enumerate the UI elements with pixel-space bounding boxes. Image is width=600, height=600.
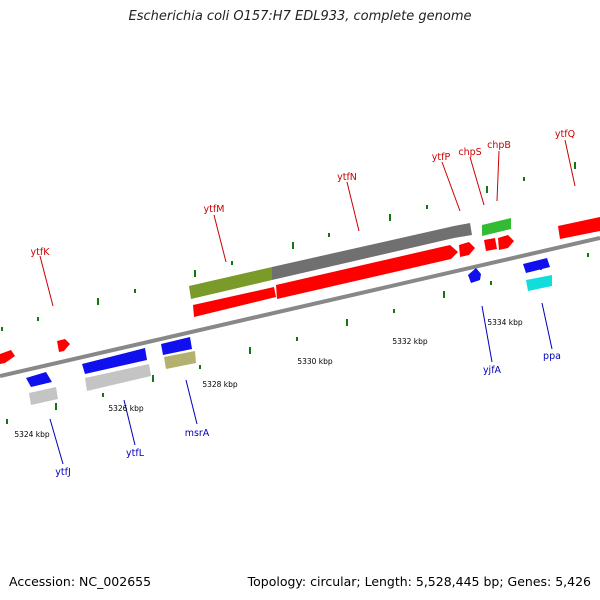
leader-line [496, 150, 500, 202]
backbone [0, 236, 600, 378]
leader-line [564, 139, 576, 187]
feature-ppa-box [526, 275, 552, 291]
genome-title: Escherichia coli O157:H7 EDL933, complet… [128, 9, 472, 24]
feature-ytfQ-cds [558, 217, 600, 239]
gene-label: ytfJ [55, 467, 71, 478]
upper-gene-labels: ytfK ytfM ytfN ytfP chpS chpB ytfQ [31, 129, 576, 258]
scale-label: 5324 kbp [14, 430, 50, 439]
feature-ytfM [189, 267, 272, 299]
scale-label: 5328 kbp [202, 380, 238, 389]
gene-label: yjfA [483, 365, 502, 376]
leader-line [469, 156, 485, 206]
upper-features [0, 217, 600, 364]
feature-ytfK [0, 350, 15, 364]
feature-ytfP [454, 223, 472, 238]
leader-line [49, 418, 64, 465]
gene-label: chpS [458, 147, 481, 158]
leader-line [185, 379, 198, 425]
feature-msrA-box [164, 351, 196, 369]
gene-label: ytfK [31, 247, 51, 258]
leader-line [481, 305, 493, 363]
leader-line [213, 214, 227, 263]
upper-leader-lines [39, 139, 576, 307]
gene-label: ytfN [337, 172, 357, 183]
scale-label: 5330 kbp [297, 357, 333, 366]
feature-ytfN-cds [276, 245, 458, 299]
lower-tick-row [6, 253, 589, 424]
gene-label: msrA [185, 428, 210, 439]
gene-label: chpB [487, 140, 511, 151]
scale-label: 5332 kbp [392, 337, 428, 346]
feature-chpB-cds [498, 235, 514, 250]
feature-ppa-cds [523, 258, 550, 273]
feature-msrA-cds [161, 337, 192, 355]
lower-gene-labels: ytfJ ytfL msrA yjfA ppa [55, 351, 561, 478]
leader-line [123, 399, 136, 446]
feature-ytfP-cds [459, 242, 475, 257]
gene-label: ytfP [432, 152, 451, 163]
scale-label: 5334 kbp [487, 318, 523, 327]
feature-ytfL-cds [82, 348, 147, 374]
leader-line [346, 181, 360, 232]
lower-leader-lines [49, 302, 553, 465]
leader-line [441, 161, 461, 212]
feature-yjfA-cds [468, 268, 481, 283]
gene-label: ytfL [126, 448, 145, 459]
upper-tick-row [1, 162, 576, 331]
gene-label: ppa [543, 351, 561, 362]
scale-label: 5326 kbp [108, 404, 144, 413]
scale-labels: 5324 kbp 5326 kbp 5328 kbp 5330 kbp 5332… [14, 318, 523, 439]
backbone-line [0, 236, 600, 378]
gene-label: ytfM [204, 204, 225, 215]
accession-label: Accession: NC_002655 [9, 574, 152, 589]
feature-ytfJ-cds [26, 372, 52, 387]
feature-ytfL-box [85, 364, 151, 391]
leader-line [541, 302, 553, 350]
feature-ytfK-small [57, 339, 70, 352]
feature-chpS-cds [484, 238, 497, 251]
lower-features [26, 258, 552, 405]
genome-summary: Topology: circular; Length: 5,528,445 bp… [247, 574, 591, 589]
feature-ytfJ-box [29, 387, 58, 405]
gene-label: ytfQ [555, 129, 575, 140]
leader-line [39, 255, 54, 307]
feature-ytfN [272, 226, 454, 280]
feature-ytfM-cds [193, 287, 276, 317]
feature-chpS [482, 218, 511, 236]
